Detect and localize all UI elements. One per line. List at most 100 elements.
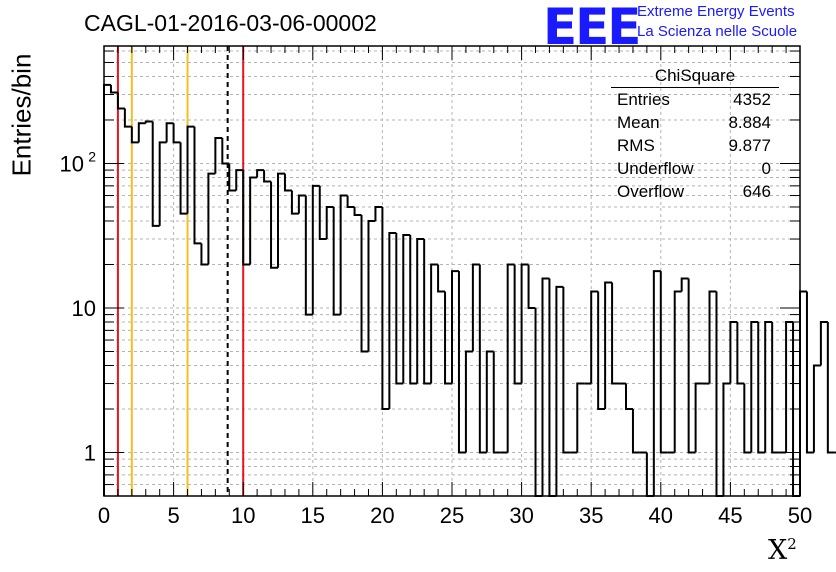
histogram-bin [464, 350, 473, 453]
stats-label: Mean [617, 113, 660, 132]
stats-value: 4352 [733, 90, 771, 109]
histogram-bin [757, 321, 766, 454]
histogram-bin [562, 286, 571, 454]
histogram-bin [277, 172, 285, 268]
histogram-bin [478, 264, 487, 454]
stats-row-mean: Mean 8.884 [611, 111, 779, 134]
histogram-bin [492, 351, 501, 454]
y-tick-label: 1 [84, 440, 96, 465]
histogram-bin [200, 243, 209, 266]
histogram-bin [687, 278, 696, 454]
histogram-bin [799, 290, 807, 496]
stats-box: ChiSquare Entries 4352 Mean 8.884 RMS 9.… [611, 66, 779, 203]
x-axis-label: X2 [768, 535, 797, 566]
histogram-bin [270, 181, 278, 269]
histogram-bin [137, 122, 146, 143]
plot-title: CAGL-01-2016-03-06-00002 [84, 10, 377, 36]
y-tick-label: 10 [60, 151, 84, 176]
histogram-bin [179, 142, 188, 215]
y-axis-label: Entries/bin [6, 53, 37, 177]
histogram-bin [290, 190, 299, 215]
histogram-bin [764, 320, 773, 453]
histogram-bin [256, 169, 265, 178]
histogram-bin [346, 195, 355, 208]
histogram-bin [297, 194, 306, 214]
histogram-bin [729, 320, 738, 384]
stats-value: 8.884 [728, 113, 771, 132]
stats-label: Entries [617, 90, 670, 109]
histogram-bin [819, 320, 828, 366]
histogram-bin [785, 320, 794, 453]
histogram-bin [694, 382, 703, 453]
stats-label: Overflow [617, 182, 685, 201]
logo-line-1: Extreme Energy Events [637, 3, 795, 20]
histogram-bin [283, 173, 292, 192]
histogram-bin [534, 307, 543, 497]
histogram-bin [130, 126, 139, 144]
x-tick-label: 45 [718, 503, 742, 528]
histogram-bin [374, 205, 383, 221]
histogram-bin [673, 290, 682, 453]
histogram-bin [457, 271, 466, 454]
histogram-bin [116, 92, 125, 110]
stats-value: 0 [761, 159, 771, 178]
logo-line-2: La Scienza nelle Scuole [637, 23, 798, 40]
stats-value: 646 [742, 182, 771, 201]
x-tick-label: 40 [649, 503, 673, 528]
histogram-bin [311, 184, 320, 315]
histogram-bin [430, 263, 439, 384]
histogram-bin [332, 206, 341, 316]
histogram-bin [805, 291, 814, 454]
histogram-bin [318, 185, 327, 241]
histogram-bin [548, 278, 557, 497]
y-axis-label-box: Entries/bin [2, 40, 42, 190]
histogram-bin [367, 219, 376, 352]
y-tick-label: 10 [72, 296, 96, 321]
x-tick-label: 25 [440, 503, 464, 528]
histogram-bin [172, 123, 181, 144]
histogram-bin [680, 277, 689, 292]
stats-value: 9.877 [728, 136, 771, 155]
histogram-bin [437, 264, 446, 293]
stats-label: Underflow [617, 159, 694, 178]
histogram-bin [826, 321, 835, 454]
histogram-bin [221, 138, 230, 165]
histogram-bin [263, 170, 272, 183]
stats-row-entries: Entries 4352 [611, 88, 779, 111]
stats-title: ChiSquare [611, 66, 779, 88]
histogram-bin [423, 239, 432, 385]
histogram-bin [506, 263, 515, 453]
stats-row-rms: RMS 9.877 [611, 134, 779, 157]
histogram-bin [625, 383, 633, 410]
histogram-bin [381, 206, 390, 410]
histogram-bin [576, 382, 585, 453]
histogram-bin [325, 205, 334, 240]
histogram-bin [513, 264, 522, 385]
histogram-bin [590, 290, 599, 384]
x-tick-label: 35 [579, 503, 603, 528]
stats-row-overflow: Overflow 646 [611, 180, 779, 203]
histogram-bin [165, 122, 174, 143]
x-axis-label-sup: 2 [787, 535, 797, 553]
stats-label: RMS [617, 136, 655, 155]
histogram-bin [144, 120, 153, 124]
reference-lines [116, 46, 245, 496]
histogram-bin [151, 121, 160, 227]
histogram-bin [193, 126, 202, 245]
x-tick-label: 30 [509, 503, 533, 528]
histogram-bin [409, 234, 418, 385]
histogram-bin [109, 84, 118, 94]
histogram-bin [743, 383, 752, 454]
histogram-bin [416, 238, 425, 384]
histogram-bin [597, 291, 606, 410]
histogram-bin [736, 321, 745, 385]
x-axis-label-base: X [768, 535, 788, 566]
x-tick-label: 5 [167, 503, 179, 528]
histogram-bin [242, 170, 251, 266]
eee-logo: EEE [543, 0, 641, 56]
histogram-bin [395, 233, 404, 385]
y-tick-label-sup: 2 [88, 148, 96, 164]
histogram-bin [388, 232, 397, 409]
